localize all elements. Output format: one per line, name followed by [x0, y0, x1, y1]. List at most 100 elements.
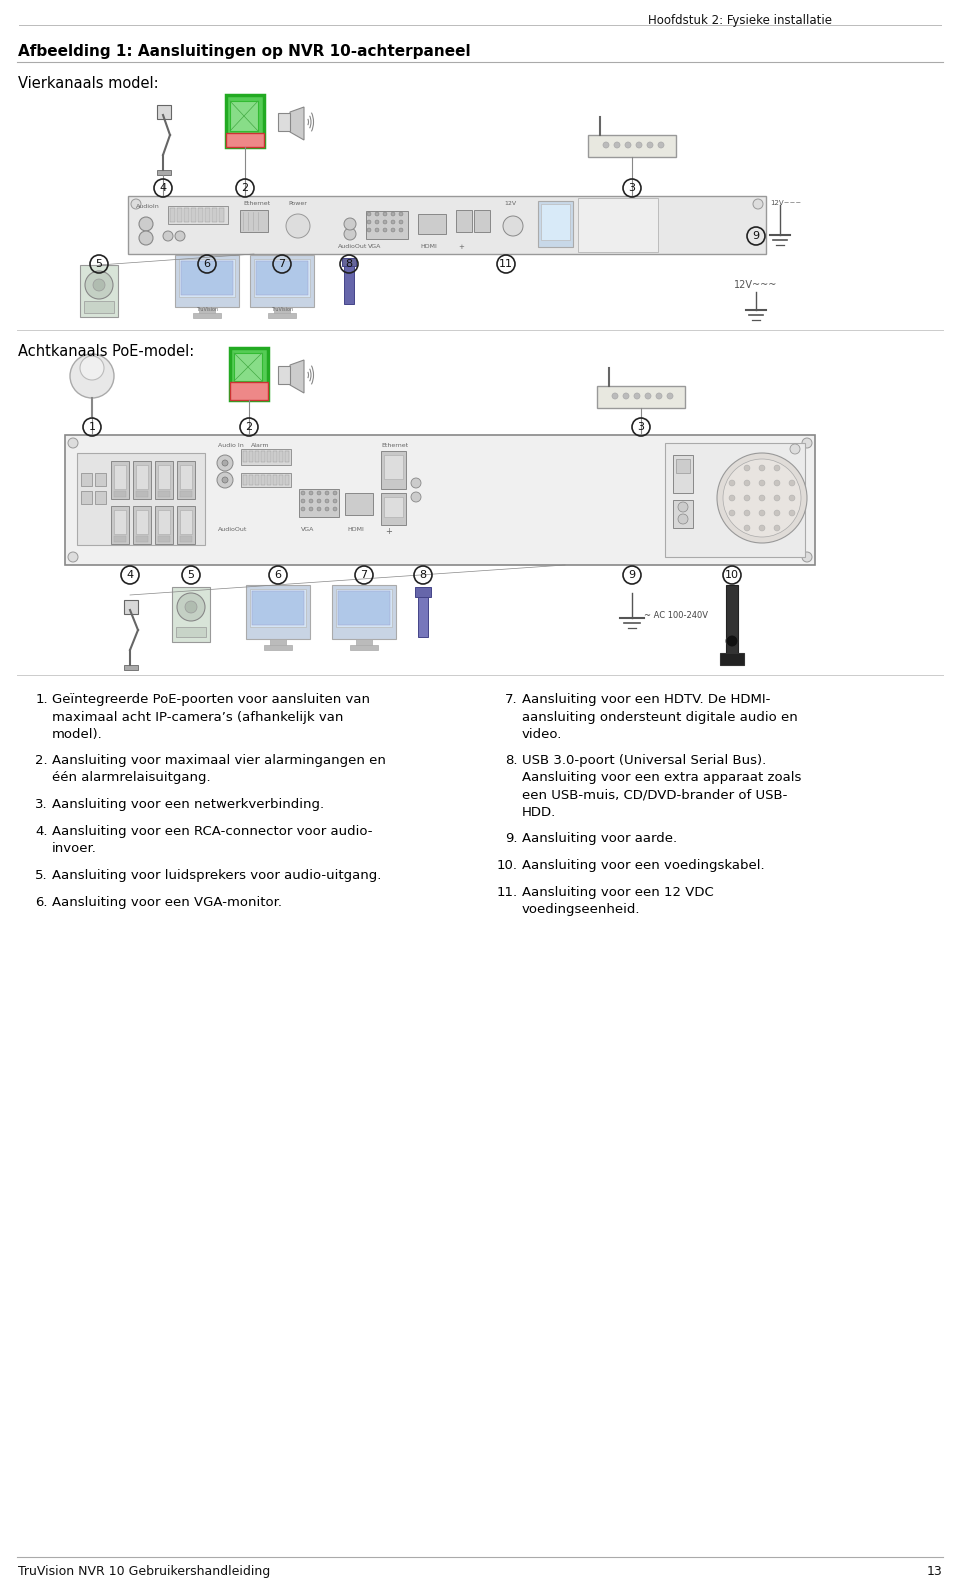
Bar: [256, 260, 308, 295]
Bar: [252, 590, 304, 625]
Circle shape: [623, 394, 629, 398]
Text: Aansluiting voor een voedingskabel.: Aansluiting voor een voedingskabel.: [522, 859, 764, 871]
Circle shape: [678, 514, 688, 524]
Text: ~ AC 100-240V: ~ AC 100-240V: [644, 611, 708, 621]
Text: VGA: VGA: [301, 527, 314, 532]
Text: 7: 7: [360, 570, 368, 579]
Bar: [80, 265, 118, 317]
Bar: [538, 202, 573, 248]
Bar: [176, 627, 206, 636]
Bar: [336, 589, 392, 627]
Bar: [255, 451, 259, 462]
Text: Ethernet: Ethernet: [381, 443, 408, 448]
Circle shape: [774, 479, 780, 486]
Circle shape: [744, 479, 750, 486]
Circle shape: [383, 213, 387, 216]
Bar: [267, 451, 271, 462]
Bar: [180, 536, 192, 543]
Bar: [133, 506, 151, 544]
Text: Vierkanaals model:: Vierkanaals model:: [18, 76, 158, 90]
Circle shape: [614, 141, 620, 148]
Bar: [180, 465, 192, 489]
Bar: [415, 587, 431, 597]
Bar: [212, 208, 217, 222]
Text: 6.: 6.: [36, 897, 48, 909]
Text: Aansluiting voor maximaal vier alarmingangen en
één alarmrelaisuitgang.: Aansluiting voor maximaal vier alarminga…: [52, 754, 386, 784]
Text: AudioOut: AudioOut: [338, 244, 368, 249]
Circle shape: [301, 490, 305, 495]
Circle shape: [217, 455, 233, 471]
Bar: [226, 133, 264, 148]
Text: 5.: 5.: [36, 870, 48, 882]
Bar: [345, 494, 373, 516]
Circle shape: [175, 232, 185, 241]
Bar: [191, 208, 196, 222]
Circle shape: [325, 506, 329, 511]
Bar: [264, 644, 292, 651]
Circle shape: [93, 279, 105, 290]
Bar: [720, 652, 744, 665]
Bar: [77, 452, 205, 544]
Circle shape: [301, 498, 305, 503]
Text: 3: 3: [629, 183, 636, 194]
Circle shape: [375, 229, 379, 232]
Circle shape: [68, 438, 78, 448]
Circle shape: [139, 217, 153, 232]
Bar: [170, 208, 175, 222]
Circle shape: [729, 479, 735, 486]
Bar: [181, 260, 233, 295]
Text: USB 3.0-poort (Universal Serial Bus).
Aansluiting voor een extra apparaat zoals
: USB 3.0-poort (Universal Serial Bus). Aa…: [522, 754, 802, 819]
Bar: [279, 475, 283, 486]
Circle shape: [603, 141, 609, 148]
Circle shape: [325, 498, 329, 503]
Bar: [136, 509, 148, 533]
Circle shape: [70, 354, 114, 398]
Text: Geïntegreerde PoE-poorten voor aansluiten van
maximaal acht IP-camera’s (afhanke: Geïntegreerde PoE-poorten voor aansluite…: [52, 694, 370, 741]
Bar: [338, 590, 390, 625]
Bar: [157, 105, 171, 119]
Bar: [588, 135, 676, 157]
Bar: [344, 267, 354, 305]
Bar: [278, 113, 290, 132]
Text: HDMI: HDMI: [420, 244, 437, 249]
Circle shape: [789, 479, 795, 486]
Bar: [381, 494, 406, 525]
Circle shape: [286, 214, 310, 238]
Bar: [268, 313, 296, 317]
Circle shape: [723, 459, 801, 536]
Text: 8: 8: [420, 570, 426, 579]
Polygon shape: [290, 360, 304, 394]
Text: 12V~~~: 12V~~~: [734, 279, 778, 290]
Bar: [366, 211, 408, 240]
Bar: [342, 259, 356, 267]
Circle shape: [309, 506, 313, 511]
Circle shape: [222, 478, 228, 482]
Circle shape: [309, 498, 313, 503]
Text: 2: 2: [246, 422, 252, 432]
Bar: [199, 306, 215, 314]
Circle shape: [163, 232, 173, 241]
Circle shape: [383, 221, 387, 224]
Text: 9.: 9.: [506, 832, 518, 844]
Circle shape: [625, 141, 631, 148]
Text: Aansluiting voor aarde.: Aansluiting voor aarde.: [522, 832, 677, 844]
Bar: [456, 209, 472, 232]
Bar: [255, 475, 259, 486]
Bar: [81, 473, 92, 486]
Bar: [230, 102, 258, 132]
Text: 5: 5: [187, 570, 195, 579]
Circle shape: [399, 213, 403, 216]
Bar: [180, 490, 192, 497]
Circle shape: [301, 506, 305, 511]
Bar: [250, 256, 314, 306]
Bar: [665, 443, 805, 557]
Circle shape: [744, 465, 750, 471]
Circle shape: [634, 394, 640, 398]
Bar: [219, 208, 224, 222]
Circle shape: [411, 478, 421, 487]
Circle shape: [85, 271, 113, 298]
Bar: [158, 490, 170, 497]
Text: 10.: 10.: [497, 859, 518, 871]
Bar: [285, 475, 289, 486]
Text: TruVision: TruVision: [271, 306, 293, 313]
